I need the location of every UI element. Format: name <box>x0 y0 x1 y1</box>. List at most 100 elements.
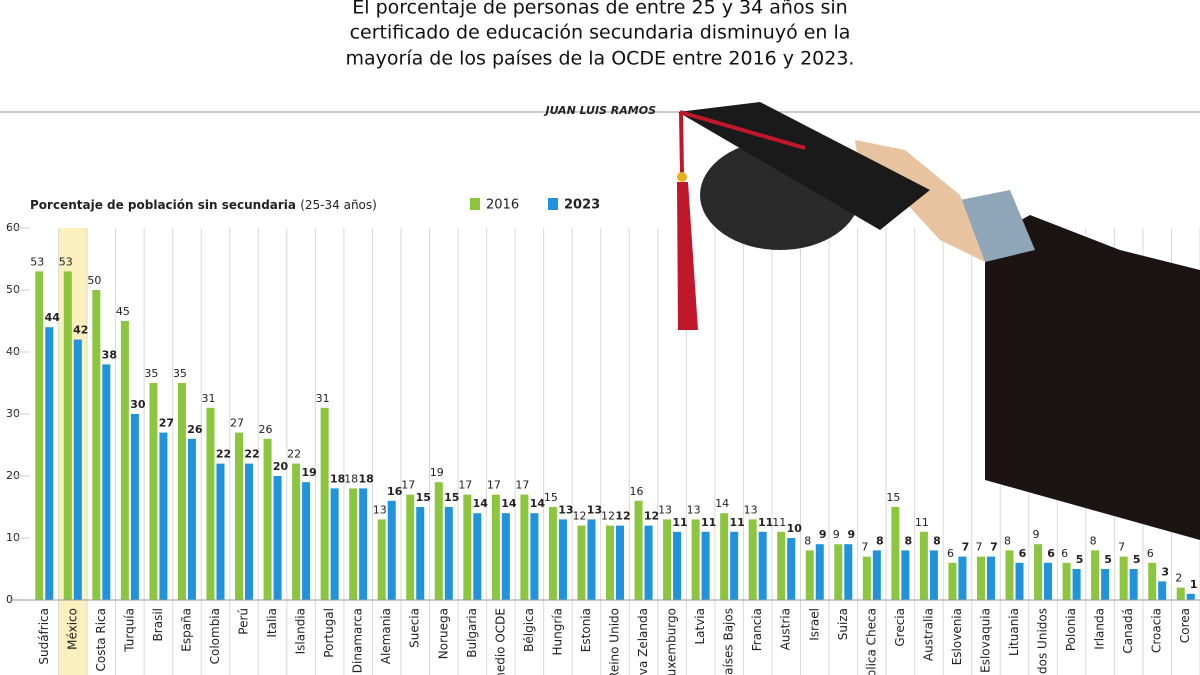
data-label: 22 <box>216 448 231 461</box>
x-tick-label: Dinamarca <box>351 608 365 673</box>
bar <box>206 407 215 600</box>
data-label: 26 <box>187 423 203 436</box>
data-label: 19 <box>301 466 316 479</box>
data-label: 8 <box>933 534 941 547</box>
x-tick-label: Costa Rica <box>94 608 108 671</box>
bar <box>35 271 44 600</box>
x-tick-label: Bulgaria <box>465 608 479 658</box>
bar <box>701 531 710 600</box>
bar <box>587 519 596 600</box>
data-label: 13 <box>687 503 701 516</box>
data-label: 8 <box>804 534 811 547</box>
x-tick-label: España <box>179 608 193 652</box>
data-label: 6 <box>947 547 954 560</box>
x-tick-label: Eslovenia <box>950 608 964 665</box>
bar <box>501 513 510 600</box>
bar <box>473 513 482 600</box>
data-label: 22 <box>244 448 259 461</box>
bar <box>872 550 881 600</box>
x-tick-label: Suiza <box>836 608 850 640</box>
data-label: 18 <box>330 472 345 485</box>
data-label: 44 <box>45 311 61 324</box>
bar <box>159 432 168 600</box>
x-tick-label: Perú <box>237 608 251 635</box>
data-label: 7 <box>962 541 970 554</box>
data-label: 6 <box>1061 547 1068 560</box>
data-label: 12 <box>601 510 615 523</box>
bar <box>216 463 225 600</box>
bar <box>187 438 196 600</box>
x-tick-label: Nueva Zelanda <box>636 608 650 675</box>
bar <box>1034 544 1043 600</box>
bar <box>63 271 72 600</box>
bar <box>948 562 957 600</box>
bar <box>1044 562 1053 600</box>
data-label: 9 <box>847 528 855 541</box>
legend-swatch <box>548 198 558 210</box>
x-tick-label: Países Bajos <box>722 608 736 675</box>
bar <box>986 556 995 600</box>
x-tick-label: Estados Unidos <box>1036 608 1050 675</box>
data-label: 14 <box>501 497 517 510</box>
x-tick-label: Polonia <box>1064 608 1078 651</box>
data-label: 1 <box>1190 578 1198 591</box>
x-tick-label: México <box>65 608 79 650</box>
data-label: 8 <box>905 534 913 547</box>
bar <box>330 488 339 600</box>
data-label: 5 <box>1133 553 1141 566</box>
x-tick-label: Australia <box>921 608 935 661</box>
x-tick-label: Israel <box>807 608 821 641</box>
x-tick-label: Irlanda <box>1093 608 1107 650</box>
sleeve <box>960 190 1035 262</box>
bar <box>1005 550 1014 600</box>
bar <box>1062 562 1071 600</box>
bar <box>491 494 500 600</box>
data-label: 8 <box>1004 534 1011 547</box>
data-label: 11 <box>772 516 786 529</box>
x-tick-label: Hungría <box>550 608 564 655</box>
data-label: 3 <box>1161 565 1169 578</box>
data-label: 20 <box>273 460 289 473</box>
x-tick-label: Brasil <box>151 608 165 641</box>
bar <box>862 556 871 600</box>
data-label: 11 <box>758 516 773 529</box>
title-line: mayoría de los países de la OCDE entre 2… <box>346 48 855 70</box>
highlight-column <box>58 228 88 675</box>
x-tick-label: Croacia <box>1150 608 1164 653</box>
x-tick-label: Luxemburgo <box>665 608 679 675</box>
x-tick-label: Latvia <box>693 608 707 645</box>
bar <box>558 519 567 600</box>
bar <box>1015 562 1024 600</box>
bar <box>149 383 158 600</box>
data-label: 9 <box>1033 528 1040 541</box>
x-tick-label: Bélgica <box>522 608 536 652</box>
bar <box>1101 569 1110 600</box>
x-tick-label: Eslovaquia <box>978 608 992 673</box>
cap-top <box>678 102 930 230</box>
data-label: 7 <box>1118 541 1125 554</box>
bar <box>434 482 443 600</box>
data-label: 15 <box>544 491 558 504</box>
data-label: 11 <box>915 516 929 529</box>
bar <box>463 494 472 600</box>
bar <box>120 321 129 600</box>
data-label: 13 <box>373 503 387 516</box>
bar <box>616 525 624 600</box>
bar <box>349 488 358 600</box>
legend-label: 2016 <box>486 198 519 213</box>
data-label: 17 <box>401 479 415 492</box>
bar <box>102 364 111 600</box>
data-label: 15 <box>416 491 431 504</box>
bar <box>245 463 254 600</box>
data-label: 14 <box>715 497 729 510</box>
data-label: 13 <box>558 503 573 516</box>
bar <box>919 531 928 600</box>
bar <box>273 476 282 600</box>
legend-label: 2023 <box>564 198 600 213</box>
x-tick-label: Portugal <box>322 608 336 658</box>
data-label: 16 <box>630 485 644 498</box>
y-label-note: (25-34 años) <box>300 198 377 212</box>
tassel-knot <box>677 172 687 182</box>
bar <box>1091 550 1100 600</box>
